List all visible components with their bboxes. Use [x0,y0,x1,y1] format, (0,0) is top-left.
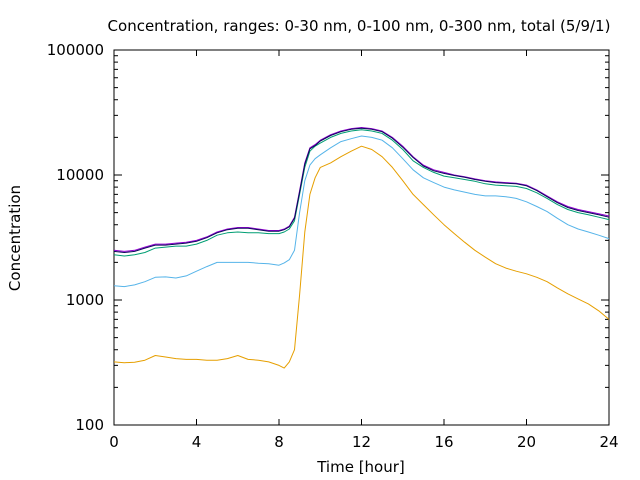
x-tick-label: 8 [274,433,284,451]
x-tick-label: 12 [352,433,371,451]
x-tick-label: 4 [192,433,202,451]
series-line-2 [113,135,610,288]
y-tick-label: 100000 [47,41,104,59]
x-tick-label: 16 [434,433,453,451]
y-tick-label: 1000 [66,291,104,309]
x-axis-label: Time [hour] [316,458,405,476]
series-layer [113,127,610,369]
y-axis: 100 1000 10000 100000 [47,41,609,434]
x-tick-label: 24 [599,433,618,451]
series-line-5 [113,127,610,253]
plot-frame [113,49,610,426]
x-tick-label: 20 [517,433,536,451]
y-axis-label: Concentration [6,185,24,291]
y-tick-label: 10000 [56,166,104,184]
series-line-4 [113,127,610,252]
series-line-3 [113,129,610,257]
x-axis: 0 4 8 12 16 20 24 [109,50,619,451]
series-line-1 [113,145,610,369]
y-tick-label: 100 [75,416,104,434]
chart-title: Concentration, ranges: 0-30 nm, 0-100 nm… [108,17,611,35]
x-tick-label: 0 [109,433,119,451]
